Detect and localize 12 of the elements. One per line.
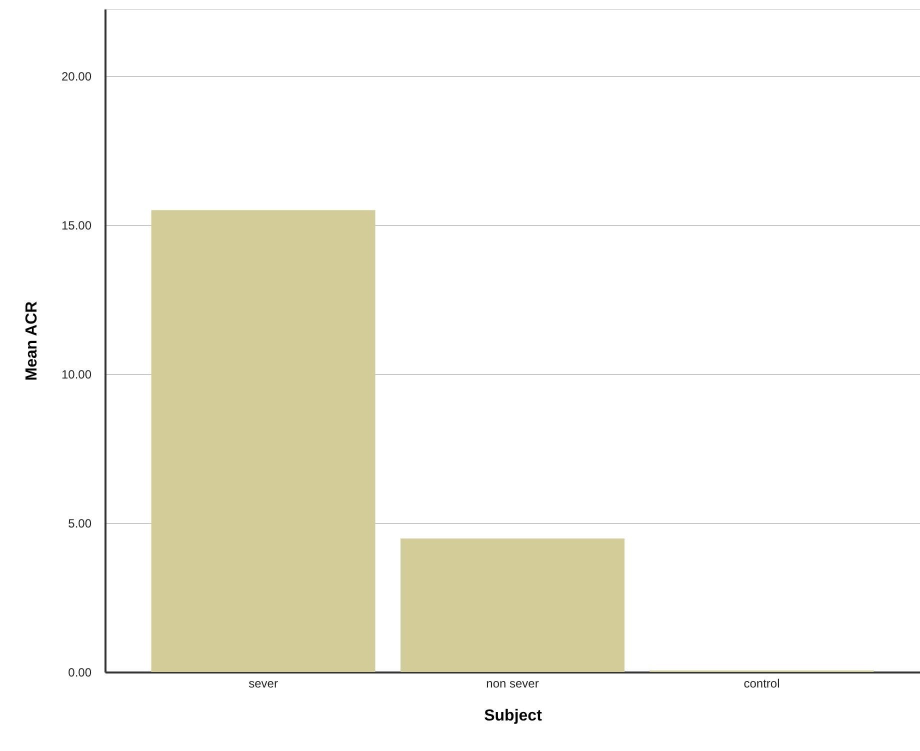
bar bbox=[151, 210, 376, 672]
y-tick-label: 20.00 bbox=[61, 70, 92, 84]
x-tick-label: non sever bbox=[486, 676, 539, 690]
x-tick-label: sever bbox=[248, 676, 278, 690]
y-tick-label: 15.00 bbox=[61, 218, 92, 233]
bar bbox=[400, 538, 624, 672]
y-tick-label: 0.00 bbox=[68, 666, 92, 680]
y-tick-label: 10.00 bbox=[61, 368, 92, 382]
y-tick-label: 5.00 bbox=[68, 516, 92, 531]
x-tick-label: control bbox=[744, 676, 780, 690]
x-axis-title: Subject bbox=[484, 708, 543, 724]
y-axis-title: Mean ACR bbox=[23, 300, 40, 381]
